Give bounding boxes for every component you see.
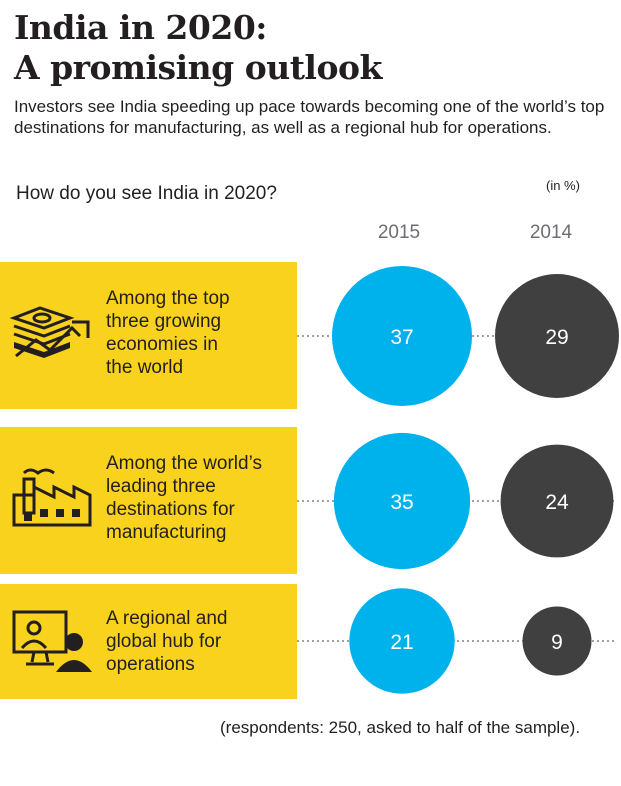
bubble-2015-row-3 <box>349 588 455 694</box>
label-line: global hub for <box>106 631 222 652</box>
label-line: three growing <box>106 311 222 332</box>
chart-subtitle: Investors see India speeding up pace tow… <box>14 97 605 137</box>
category-box-3: A regional and global hub for operations <box>0 584 297 699</box>
label-line: A regional and <box>106 608 228 629</box>
category-box-2: Among the world’s leading three destinat… <box>0 427 297 574</box>
unit-label: (in %) <box>546 178 580 193</box>
category-label-3: A regional and global hub for operations <box>106 607 228 676</box>
category-box-1: Among the top three growing economies in… <box>0 262 297 409</box>
value-label-2014-row-3: 9 <box>551 631 563 654</box>
label-line: leading three <box>106 476 216 497</box>
value-label-2015-row-1: 37 <box>390 326 413 349</box>
label-line: Among the world’s <box>106 453 262 474</box>
label-line: Among the top <box>106 288 230 309</box>
bubble-2014-row-1 <box>495 274 619 398</box>
chart-title: India in 2020: A promising outlook <box>14 8 382 88</box>
label-line: economies in <box>106 334 218 355</box>
label-line: the world <box>106 357 184 378</box>
column-header-2015: 2015 <box>377 222 421 243</box>
label-line: destinations for <box>106 499 235 520</box>
value-label-2014-row-2: 24 <box>545 491 569 514</box>
bubble-2014-row-3 <box>522 606 592 676</box>
bubble-2014-row-2 <box>500 444 614 558</box>
label-line: manufacturing <box>106 522 227 543</box>
video-conference-icon <box>12 610 92 672</box>
value-label-2015-row-3: 21 <box>390 631 413 654</box>
column-header-2014: 2014 <box>529 222 573 243</box>
footnote: (respondents: 250, asked to half of the … <box>220 718 581 737</box>
title-line-2: A promising outlook <box>14 48 382 87</box>
category-label-1: Among the top three growing economies in… <box>106 287 230 379</box>
survey-question: How do you see India in 2020? <box>16 183 277 204</box>
value-label-2014-row-1: 29 <box>545 326 568 349</box>
factory-icon <box>12 468 92 527</box>
title-line-1: India in 2020: <box>14 8 267 47</box>
value-label-2015-row-2: 35 <box>390 491 413 514</box>
money-growth-icon <box>10 306 90 358</box>
bubble-2015-row-1 <box>332 266 472 406</box>
bubble-2015-row-2 <box>333 432 471 570</box>
category-label-2: Among the world’s leading three destinat… <box>106 452 262 544</box>
label-line: operations <box>106 654 195 675</box>
